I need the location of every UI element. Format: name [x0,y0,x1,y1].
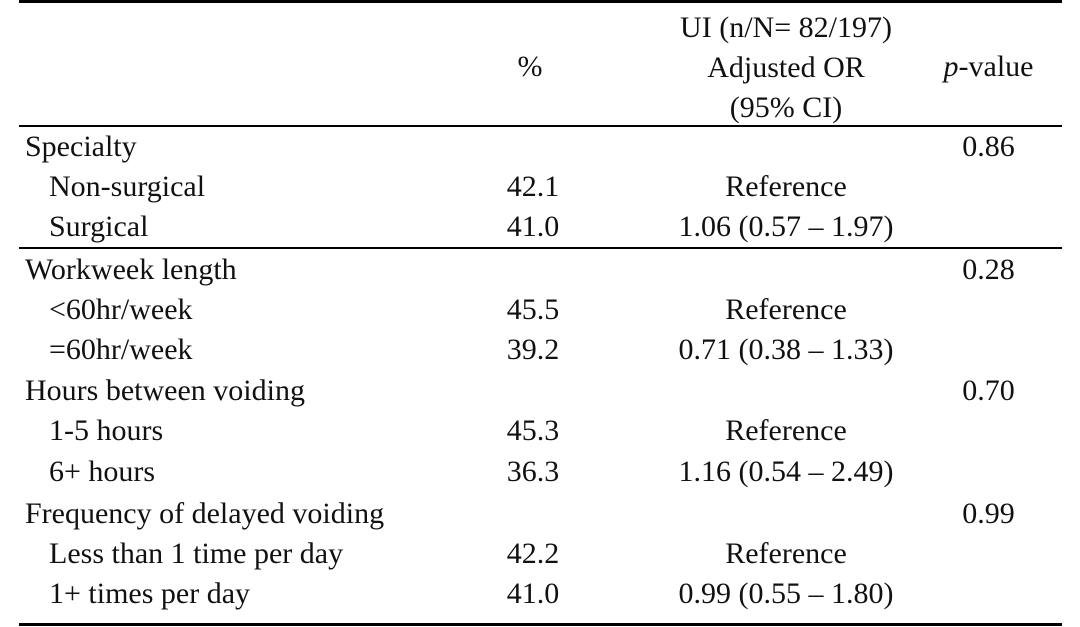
row-label: <60hr/week [49,293,193,326]
row-percent: 36.3 [506,455,560,488]
header-ui-or-column: UI (n/N= 82/197) Adjusted OR (95% CI) [621,8,951,128]
row-percent: 42.2 [506,537,560,570]
header-ci: (95% CI) [729,91,843,124]
row-label: Specialty [25,130,137,163]
row-adjusted-or: Reference [725,293,847,326]
row-percent: 42.1 [506,170,560,203]
header-bottom-rule [19,125,1062,127]
table-row: Non-surgical 42.1 Reference [19,167,1062,207]
row-adjusted-or: 1.16 (0.54 – 2.49) [678,455,894,488]
row-label: Workweek length [25,253,237,286]
group-separator-rule [19,247,1062,249]
row-adjusted-or: Reference [725,170,847,203]
row-percent: 39.2 [506,333,560,366]
table-row-group-workweek: Workweek length 0.28 [19,250,1062,290]
row-label: Less than 1 time per day [49,537,344,570]
row-adjusted-or: Reference [725,537,847,570]
row-percent: 45.5 [506,293,560,326]
row-label: Surgical [49,210,149,243]
row-percent: 41.0 [506,210,560,243]
header-adjusted-or: Adjusted OR [707,51,865,84]
row-percent: 41.0 [506,577,560,610]
table-row: =60hr/week 39.2 0.71 (0.38 – 1.33) [19,330,1062,370]
row-percent: 45.3 [506,414,560,447]
row-p-value: 0.28 [962,253,1015,286]
row-label: 1-5 hours [49,414,164,447]
row-label: 1+ times per day [49,577,251,610]
table-row-group-delayed-voiding: Frequency of delayed voiding 0.99 [19,494,1062,534]
table-row: Surgical 41.0 1.06 (0.57 – 1.97) [19,207,1062,247]
row-adjusted-or: 1.06 (0.57 – 1.97) [678,210,894,243]
row-label: Hours between voiding [25,374,305,407]
table-row: <60hr/week 45.5 Reference [19,290,1062,330]
row-label: =60hr/week [49,333,193,366]
header-p-value: p-value [921,52,1056,82]
row-p-value: 0.70 [962,374,1015,407]
header-percent: % [517,50,543,83]
row-adjusted-or: 0.99 (0.55 – 1.80) [678,577,894,610]
table-row-group-voiding: Hours between voiding 0.70 [19,371,1062,411]
table-row: 1+ times per day 41.0 0.99 (0.55 – 1.80) [19,574,1062,614]
row-adjusted-or: Reference [725,414,847,447]
row-label: Non-surgical [49,170,206,203]
table-bottom-rule [19,623,1062,626]
row-label: Frequency of delayed voiding [25,497,385,530]
row-p-value: 0.86 [962,130,1015,163]
row-adjusted-or: 0.71 (0.38 – 1.33) [678,333,894,366]
table-row-group-specialty: Specialty 0.86 [19,127,1062,167]
row-p-value: 0.99 [962,497,1015,530]
row-label: 6+ hours [49,455,156,488]
table-top-rule [19,0,1062,3]
header-ui-group: UI (n/N= 82/197) [680,11,892,44]
header-p-rest: -value [958,50,1034,83]
table-row: Less than 1 time per day 42.2 Reference [19,534,1062,574]
header-p-italic: p [943,50,959,83]
table-row: 1-5 hours 45.3 Reference [19,411,1062,451]
table-row: 6+ hours 36.3 1.16 (0.54 – 2.49) [19,452,1062,492]
